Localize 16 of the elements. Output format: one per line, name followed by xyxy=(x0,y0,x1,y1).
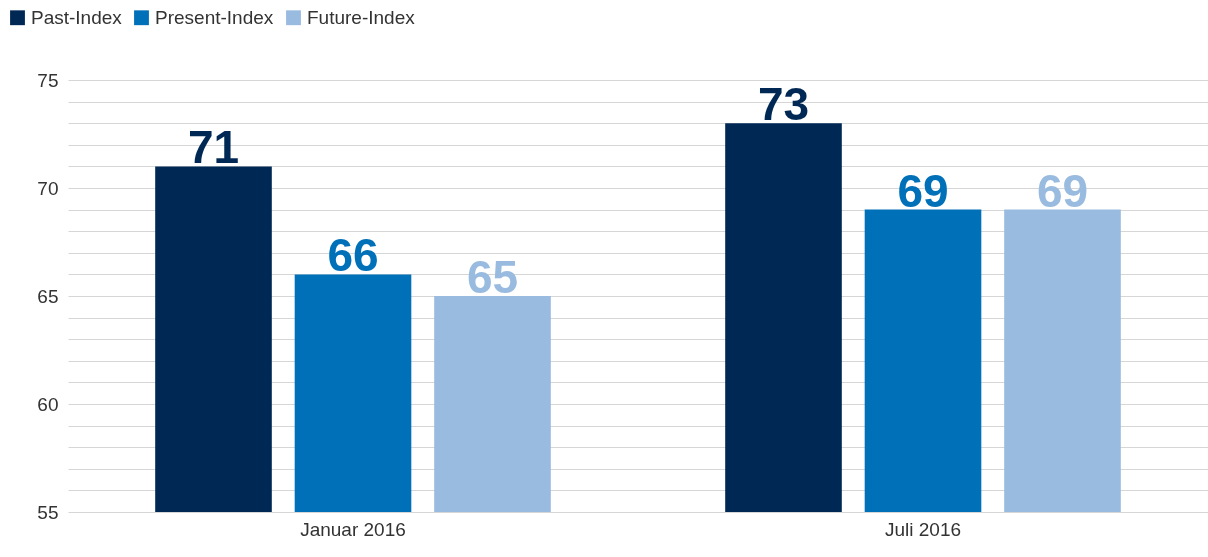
y-tick-label: 60 xyxy=(37,393,59,415)
y-tick-label: 65 xyxy=(37,285,59,307)
data-label: 69 xyxy=(897,164,949,217)
data-label: 69 xyxy=(1036,164,1089,217)
x-tick-label: Januar 2016 xyxy=(300,518,406,540)
legend-label: Present-Index xyxy=(155,6,274,28)
data-label: 73 xyxy=(757,78,810,131)
y-tick-label: 70 xyxy=(37,177,59,199)
data-label: 66 xyxy=(327,229,379,282)
legend-label: Past-Index xyxy=(31,6,123,28)
y-tick-label: 75 xyxy=(37,69,59,91)
data-label: 65 xyxy=(466,251,519,303)
legend-label: Future-Index xyxy=(307,6,416,28)
y-tick-label: 55 xyxy=(37,501,59,523)
data-label: 71 xyxy=(187,121,240,174)
x-tick-label: Juli 2016 xyxy=(884,518,962,540)
